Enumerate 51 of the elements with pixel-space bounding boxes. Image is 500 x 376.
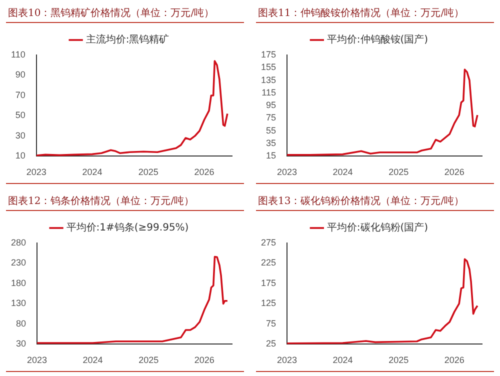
x-tick-label: 2023: [277, 167, 298, 178]
legend-label: 主流均价:黑钨精矿: [86, 34, 170, 46]
y-tick-label: 175: [260, 278, 276, 288]
y-tick-label: 95: [266, 100, 276, 110]
x-tick-label: 2024: [82, 355, 103, 366]
x-tick-label: 2026: [444, 355, 464, 366]
y-tick-label: 230: [10, 258, 26, 268]
y-tick-label: 110: [10, 49, 26, 60]
y-tick-label: 55: [266, 125, 276, 136]
y-tick-label: 180: [10, 278, 26, 288]
y-tick-label: 115: [262, 87, 276, 98]
x-tick-label: 2026: [194, 167, 214, 178]
y-tick-label: 155: [260, 62, 276, 72]
y-tick-label: 225: [260, 258, 276, 268]
y-tick-label: 35: [266, 138, 276, 148]
y-tick-label: 10: [15, 150, 26, 161]
y-tick-label: 75: [266, 112, 276, 123]
x-tick-label: 2023: [277, 355, 298, 366]
y-tick-label: 135: [260, 74, 276, 85]
x-tick-label: 2023: [27, 355, 48, 366]
y-tick-label: 75: [266, 318, 276, 328]
x-tick-label: 2023: [26, 167, 46, 178]
x-tick-label: 2024: [332, 355, 353, 366]
y-tick-label: 30: [15, 130, 26, 140]
x-tick-label: 2026: [444, 167, 464, 178]
x-tick-label: 2025: [138, 167, 158, 178]
y-tick-label: 30: [16, 338, 26, 349]
x-tick-label: 2025: [138, 355, 159, 366]
y-tick-label: 280: [10, 237, 26, 248]
legend-label: 平均价:碳化钨粉(国产): [326, 222, 428, 234]
y-tick-label: 130: [10, 298, 26, 308]
y-tick-label: 25: [266, 338, 276, 349]
x-tick-label: 2026: [194, 355, 214, 366]
x-tick-label: 2025: [388, 167, 409, 178]
x-tick-label: 2024: [82, 167, 102, 178]
y-tick-label: 275: [260, 237, 276, 248]
y-tick-label: 70: [15, 90, 26, 100]
y-tick-label: 50: [15, 110, 26, 120]
y-tick-label: 80: [16, 318, 26, 328]
chart-title: 图表10：黑钨精矿价格情况（单位：万元/吨）: [6, 0, 244, 23]
x-tick-label: 2025: [388, 355, 409, 366]
y-tick-label: 175: [260, 49, 276, 60]
legend-label: 平均价:1#钨条(≥99.95%): [66, 222, 189, 234]
y-tick-label: 15: [266, 150, 276, 161]
legend-label: 平均价:仲钨酸铵(国产): [326, 34, 428, 46]
x-tick-label: 2024: [332, 167, 353, 178]
y-tick-label: 125: [260, 298, 276, 308]
chart-title: 图表12：钨条价格情况（单位：万元/吨）: [6, 188, 244, 211]
y-tick-label: 90: [15, 70, 26, 80]
chart-title: 图表13：碳化钨粉价格情况（单位：万元/吨）: [256, 188, 494, 211]
chart-title: 图表11：仲钨酸铵价格情况（单位：万元/吨）: [256, 0, 494, 23]
